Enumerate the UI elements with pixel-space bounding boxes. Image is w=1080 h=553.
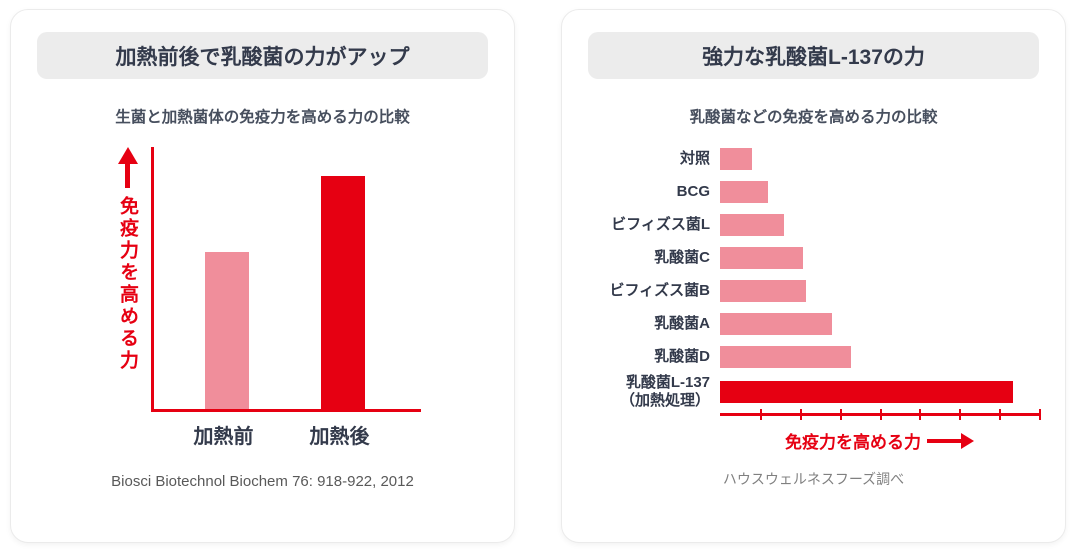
- left-chart-category-labels: 加熱前 加熱後: [151, 420, 421, 449]
- bar: [720, 313, 832, 335]
- bar: [204, 251, 249, 409]
- chart-row: 乳酸菌D: [588, 341, 1039, 373]
- bar: [720, 148, 752, 170]
- bar-column: [184, 147, 270, 409]
- chart-row: ビフィズス菌B: [588, 275, 1039, 307]
- bar-track: [720, 247, 1039, 269]
- axis-tick: [839, 409, 842, 420]
- axis-tick: [1039, 409, 1041, 420]
- axis-tick: [959, 409, 962, 420]
- citation: Biosci Biotechnol Biochem 76: 918-922, 2…: [111, 473, 414, 490]
- left-chart: 免疫力を高める力 加熱前 加熱後: [37, 147, 488, 449]
- bar-track: [720, 148, 1039, 170]
- bar-track: [720, 381, 1039, 403]
- row-label: ビフィズス菌L: [611, 216, 710, 233]
- row-label: 対照: [679, 150, 710, 167]
- bar-track: [720, 346, 1039, 368]
- left-chart-ylabel: 免疫力を高める力: [117, 196, 138, 372]
- axis-tick: [759, 409, 762, 420]
- left-chart-plot: [150, 147, 421, 412]
- up-arrow-head: [117, 147, 138, 164]
- up-arrow-stem: [125, 164, 130, 188]
- chart-row: 乳酸菌C: [588, 242, 1039, 274]
- bar-track: [720, 214, 1039, 236]
- left-chart-title: 生菌と加熱菌体の免疫力を高める力の比較: [115, 109, 410, 126]
- axis-tick: [999, 409, 1002, 420]
- chart-row: 乳酸菌A: [588, 308, 1039, 340]
- axis-tick: [919, 409, 922, 420]
- bar-track: [720, 313, 1039, 335]
- left-chart-plot-wrap: 加熱前 加熱後: [150, 147, 421, 449]
- chart-row: 乳酸菌L-137 （加熱処理）: [588, 374, 1039, 410]
- bar: [720, 280, 807, 302]
- right-chart-x-axis: [720, 409, 1041, 420]
- right-chart-xlabel-row: 免疫力を高める力: [720, 428, 1039, 453]
- right-chart-xlabel: 免疫力を高める力: [785, 433, 921, 452]
- row-label: 乳酸菌A: [654, 315, 710, 332]
- row-label: 乳酸菌L-137 （加熱処理）: [619, 374, 710, 409]
- bar-track: [720, 280, 1039, 302]
- right-chart-rows: 対照 BCG ビフィズス菌L 乳酸菌C ビフィズス菌B 乳酸菌A 乳酸菌D 乳酸菌L-137 （…: [588, 143, 1039, 410]
- chart-row: ビフィズス菌L: [588, 209, 1039, 241]
- bar: [720, 381, 1014, 403]
- bar-column: [300, 147, 386, 409]
- row-label: BCG: [676, 183, 710, 200]
- right-panel: 強力な乳酸菌L-137の力 乳酸菌などの免疫を高める力の比較 対照 BCG ビフィズ…: [561, 9, 1066, 543]
- right-chart-title: 乳酸菌などの免疫を高める力の比較: [689, 109, 938, 126]
- axis-tick: [879, 409, 882, 420]
- row-label: ビフィズス菌B: [609, 282, 710, 299]
- bar-label: 加熱後: [309, 426, 370, 448]
- bar: [720, 214, 784, 236]
- right-panel-title: 強力な乳酸菌L-137の力: [702, 45, 925, 69]
- right-panel-header: 強力な乳酸菌L-137の力: [588, 32, 1039, 79]
- row-label: 乳酸菌D: [654, 348, 710, 365]
- axis-tick: [799, 409, 802, 420]
- chart-row: 対照: [588, 143, 1039, 175]
- right-arrow-stem: [927, 438, 961, 443]
- chart-row: BCG: [588, 176, 1039, 208]
- bar: [720, 247, 803, 269]
- left-panel-title: 加熱前後で乳酸菌の力がアップ: [115, 45, 410, 69]
- source-note: ハウスウェルネスフーズ調べ: [722, 471, 905, 487]
- bar-label: 加熱前: [193, 426, 254, 448]
- right-arrow-head: [961, 432, 974, 449]
- bar: [720, 346, 851, 368]
- row-label: 乳酸菌C: [654, 249, 710, 266]
- right-chart: 対照 BCG ビフィズス菌L 乳酸菌C ビフィズス菌B 乳酸菌A 乳酸菌D 乳酸菌L-137 （…: [588, 143, 1041, 453]
- right-arrow-icon: [927, 432, 974, 449]
- bar: [720, 181, 768, 203]
- up-arrow-icon: [117, 147, 138, 188]
- left-panel: 加熱前後で乳酸菌の力がアップ 生菌と加熱菌体の免疫力を高める力の比較 免疫力を高…: [10, 9, 515, 543]
- left-panel-header: 加熱前後で乳酸菌の力がアップ: [37, 32, 488, 79]
- bar: [320, 175, 365, 409]
- left-chart-yaxis-label-group: 免疫力を高める力: [105, 147, 151, 449]
- bar-track: [720, 181, 1039, 203]
